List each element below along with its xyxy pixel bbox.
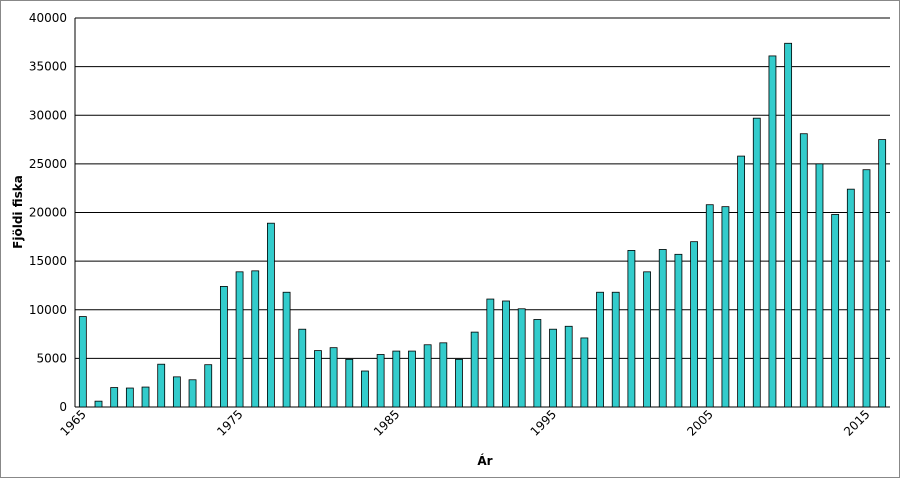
bar	[721, 206, 730, 408]
bar	[282, 291, 291, 408]
bar	[172, 376, 181, 408]
bar	[78, 316, 87, 408]
bar	[251, 270, 260, 408]
bar	[141, 386, 150, 408]
x-axis-title: Ár	[477, 453, 492, 468]
bar	[784, 42, 793, 408]
bar	[94, 400, 103, 408]
bar	[611, 291, 620, 408]
bar	[627, 250, 636, 408]
bar	[408, 350, 416, 408]
bar	[361, 370, 369, 408]
y-tick-label: 0	[59, 400, 67, 414]
bar	[345, 358, 354, 408]
bar	[533, 319, 542, 408]
bar	[752, 117, 761, 408]
y-tick-label: 25000	[29, 157, 67, 171]
bar	[329, 347, 338, 408]
y-axis-title: Fjöldi fiska	[11, 175, 25, 249]
bar	[392, 350, 401, 408]
bar	[737, 155, 746, 408]
y-tick-label: 10000	[29, 303, 67, 317]
bar	[204, 364, 213, 408]
bar	[674, 253, 683, 408]
y-tick-label: 30000	[29, 108, 67, 122]
bar	[690, 241, 698, 408]
bar	[768, 55, 777, 408]
bar	[235, 271, 244, 408]
bar	[455, 358, 463, 408]
bar	[580, 337, 589, 408]
y-tick-label: 5000	[36, 351, 67, 365]
bar	[188, 379, 197, 408]
bar	[799, 133, 808, 408]
bar	[862, 169, 871, 408]
bar	[314, 350, 322, 408]
y-tick-label: 40000	[29, 11, 67, 25]
bar	[564, 325, 573, 408]
bar	[219, 286, 228, 408]
bar	[815, 163, 824, 408]
bar	[125, 387, 134, 408]
bar	[846, 188, 855, 408]
bar	[298, 328, 307, 408]
bar	[267, 222, 275, 408]
bar	[705, 204, 714, 408]
bar	[502, 300, 510, 408]
bar	[376, 354, 385, 408]
bar	[596, 291, 604, 408]
bar	[157, 363, 166, 408]
bar	[439, 342, 448, 408]
bar	[110, 387, 119, 408]
bar	[423, 344, 432, 408]
bar	[486, 298, 495, 408]
y-tick-label: 20000	[29, 206, 67, 220]
bar	[517, 308, 526, 408]
bar	[878, 139, 887, 408]
bar	[549, 328, 557, 408]
bar	[658, 249, 667, 408]
y-tick-label: 15000	[29, 254, 67, 268]
bar	[643, 271, 651, 408]
y-tick-label: 35000	[29, 60, 67, 74]
bar	[831, 214, 840, 408]
bar	[470, 331, 479, 408]
